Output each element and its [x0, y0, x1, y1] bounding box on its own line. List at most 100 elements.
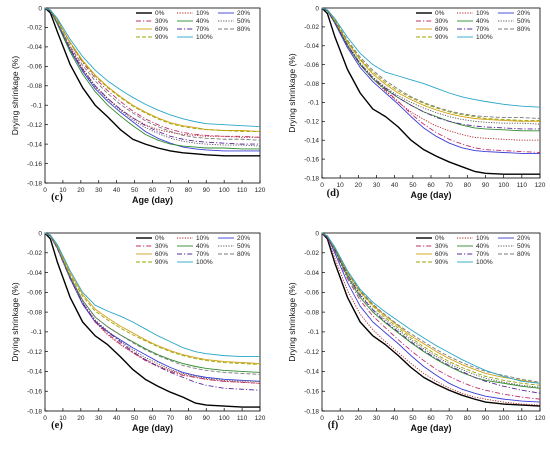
x-tick-label: 90 [203, 187, 211, 194]
legend-label: 30% [435, 18, 448, 25]
legend-label: 50% [237, 243, 250, 250]
x-axis-label: Age (day) [410, 190, 451, 200]
legend-label: 80% [237, 251, 250, 258]
x-tick-label: 10 [337, 182, 345, 189]
x-tick-label: 60 [427, 415, 435, 422]
y-tick-label: -0.02 [304, 250, 319, 257]
x-tick-label: 10 [59, 187, 67, 194]
legend-label: 30% [435, 243, 448, 250]
x-tick-label: 0 [43, 415, 47, 422]
legend-label: 0% [435, 10, 445, 17]
legend-label: 50% [517, 18, 530, 25]
series-line-90pct [44, 7, 260, 132]
x-tick-label: 30 [373, 182, 381, 189]
x-tick-label: 40 [391, 415, 399, 422]
series-line-0pct [321, 7, 540, 175]
x-tick-label: 0 [320, 415, 324, 422]
legend-label: 100% [196, 34, 213, 41]
y-tick-label: -0.02 [27, 250, 42, 257]
x-axis-label: Age (day) [410, 423, 451, 433]
series-line-100pct [321, 7, 541, 108]
y-tick-label: -0.18 [304, 408, 319, 415]
x-tick-label: 80 [185, 415, 193, 422]
legend-label: 10% [476, 235, 489, 242]
legend-label: 30% [155, 18, 168, 25]
x-tick-label: 30 [95, 187, 103, 194]
x-tick-label: 0 [320, 182, 324, 189]
y-axis-label: Drying shrinkage (%) [10, 56, 20, 136]
y-tick-label: -0.06 [27, 64, 42, 71]
series-line-0pct [44, 7, 260, 157]
y-tick-label: -0.1 [31, 103, 43, 110]
legend-label: 70% [196, 26, 209, 33]
legend-label: 10% [196, 10, 209, 17]
x-tick-label: 100 [219, 187, 230, 194]
x-tick-label: 0 [43, 187, 47, 194]
legend-label: 0% [155, 235, 165, 242]
series-line-70pct [44, 7, 260, 145]
plot-frame [44, 7, 261, 184]
legend-label: 0% [435, 235, 445, 242]
y-tick-label: -0.06 [27, 290, 42, 297]
y-tick-label: -0.06 [304, 290, 319, 297]
legend-label: 80% [517, 26, 530, 33]
legend-label: 60% [155, 26, 168, 33]
x-tick-label: 80 [464, 415, 472, 422]
x-tick-label: 60 [149, 415, 157, 422]
series-line-20pct [321, 232, 541, 403]
x-tick-label: 90 [203, 415, 211, 422]
legend-label: 60% [155, 251, 168, 258]
legend-label: 60% [435, 251, 448, 258]
y-tick-label: -0.18 [304, 175, 319, 182]
legend-label: 20% [517, 10, 530, 17]
x-tick-label: 10 [337, 415, 345, 422]
x-tick-label: 50 [131, 187, 139, 194]
x-tick-label: 20 [355, 415, 363, 422]
series-line-60pct [321, 232, 541, 384]
y-tick-label: -0.16 [304, 156, 319, 163]
series-line-100pct [44, 7, 261, 128]
y-tick-label: -0.1 [31, 329, 43, 336]
x-tick-label: 90 [482, 415, 490, 422]
x-tick-label: 110 [237, 415, 248, 422]
y-tick-label: -0.1 [308, 100, 320, 107]
chart-panel-3: 0 10 20 30 40 50 60 70 80 90 100 110 120 0 -0.02 -0.04 -… [10, 230, 266, 433]
x-tick-label: 100 [219, 415, 230, 422]
x-tick-label: 120 [255, 415, 266, 422]
x-tick-label: 50 [409, 415, 417, 422]
x-tick-label: 10 [59, 415, 67, 422]
legend-label: 90% [435, 34, 448, 41]
legend-label: 90% [155, 34, 168, 41]
legend: 0% 10% 20% 30% 40% 50% 60% 70% 80% 90% 100% [416, 235, 530, 266]
legend-label: 10% [476, 10, 489, 17]
y-tick-label: -0.14 [27, 369, 42, 376]
panel-label: (f) [328, 420, 339, 431]
series-line-60pct [44, 232, 261, 364]
series-line-100pct [321, 232, 541, 384]
x-tick-label: 20 [77, 187, 85, 194]
y-tick-label: -0.18 [27, 408, 42, 415]
y-tick-label: -0.04 [304, 270, 319, 277]
x-tick-label: 60 [149, 187, 157, 194]
x-axis-label: Age (day) [132, 423, 173, 433]
y-tick-label: -0.08 [304, 309, 319, 316]
y-axis-label: Drying shrinkage (%) [287, 282, 297, 362]
legend-label: 40% [196, 18, 209, 25]
series-line-40pct [44, 232, 261, 373]
series-line-40pct [321, 7, 540, 132]
y-tick-label: -0.04 [27, 44, 42, 51]
y-tick-label: 0 [38, 230, 42, 237]
legend-label: 50% [237, 18, 250, 25]
series-line-50pct [44, 7, 261, 147]
x-tick-label: 120 [535, 415, 546, 422]
legend-label: 40% [476, 243, 489, 250]
series-line-70pct [321, 7, 540, 130]
x-tick-label: 120 [255, 187, 266, 194]
x-tick-label: 20 [77, 415, 85, 422]
x-tick-label: 100 [498, 415, 509, 422]
x-tick-label: 110 [517, 415, 528, 422]
series-line-90pct [321, 7, 540, 121]
series-line-30pct [321, 7, 541, 153]
series-line-0pct [44, 232, 260, 408]
series-line-0pct [321, 232, 541, 407]
